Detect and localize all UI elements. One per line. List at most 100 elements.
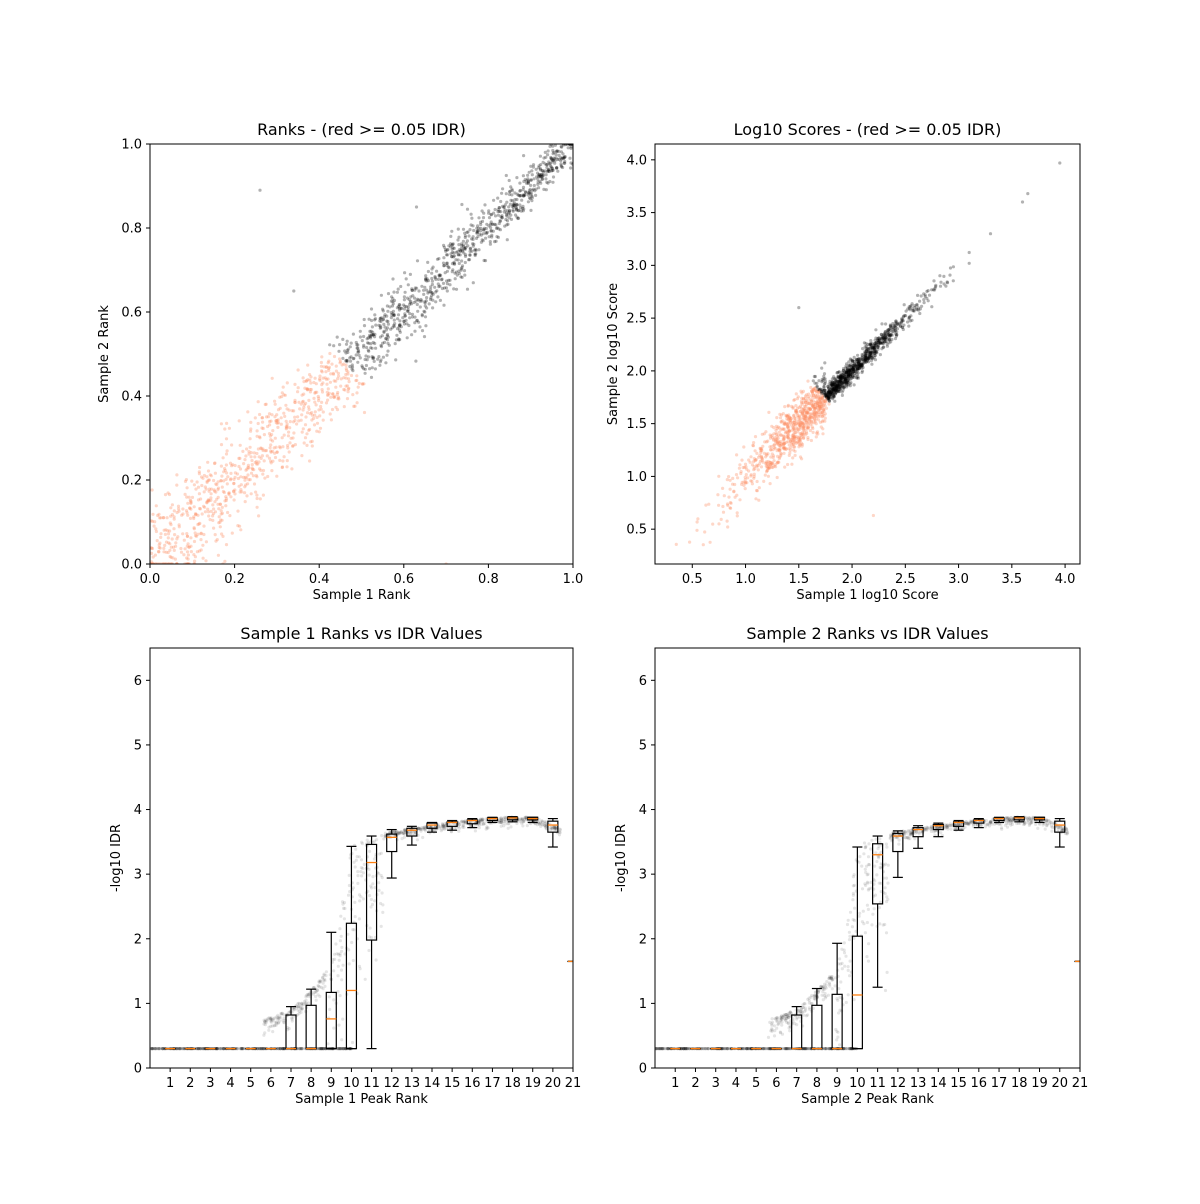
data-point [470,217,473,220]
data-point [416,310,419,313]
data-point [313,414,316,417]
data-point [203,490,206,493]
data-point [474,252,477,255]
data-point [799,390,802,393]
y-axis-label: Sample 2 Rank [97,305,112,403]
data-point [942,275,945,278]
data-point [556,150,559,153]
data-point [185,509,188,512]
data-point [875,350,878,353]
data-point [482,822,485,825]
data-point [494,223,497,226]
data-point [946,280,949,283]
data-point [779,440,782,443]
data-point [355,859,358,862]
data-point [512,204,515,207]
data-point [200,532,203,535]
data-point [740,459,743,462]
data-point [364,368,367,371]
data-point [500,821,503,824]
data-point [783,466,786,469]
data-point [424,278,427,281]
data-point [300,1047,303,1050]
data-point [396,291,399,294]
data-point [151,513,154,516]
data-point [354,915,357,918]
axes-frame [150,648,573,1068]
data-point [268,457,271,460]
data-point [831,380,834,383]
data-point [751,463,754,466]
data-point [436,295,439,298]
data-point [198,466,201,469]
data-point [212,479,215,482]
data-point [825,400,828,403]
data-point [380,345,383,348]
x-tick-label: 15 [444,1076,461,1091]
data-point [321,390,324,393]
y-tick-label: 5 [134,738,142,753]
data-point [928,294,931,297]
data-point [467,234,470,237]
data-point [418,325,421,328]
data-point [151,488,154,491]
x-tick-label: 6 [267,1076,275,1091]
data-point [403,322,406,325]
data-point [278,459,281,462]
data-point [704,504,707,507]
data-point [243,458,246,461]
data-point [474,829,477,832]
data-point [205,475,208,478]
data-point [350,374,353,377]
data-point [552,175,555,178]
data-point [717,504,720,507]
data-point [368,334,371,337]
data-point [216,1047,219,1050]
data-point [162,547,165,550]
data-point [470,213,473,216]
data-point [199,497,202,500]
data-point [798,415,801,418]
data-point [885,846,888,849]
data-point [257,514,260,517]
data-point [853,907,856,910]
data-point [347,388,350,391]
data-point [465,242,468,245]
data-point [389,328,392,331]
data-point [274,437,277,440]
data-point [346,340,349,343]
data-point [862,361,865,364]
data-point [324,974,327,977]
data-point [343,901,346,904]
data-point [359,895,362,898]
data-point [846,923,849,926]
data-point [378,364,381,367]
plot-area [149,142,574,565]
data-point [170,546,173,549]
data-point [360,866,363,869]
data-point [768,445,771,448]
data-point [229,478,232,481]
data-point [789,449,792,452]
data-point [847,364,850,367]
data-point [386,304,389,307]
data-point [425,306,428,309]
data-point [853,362,856,365]
data-point [804,417,807,420]
data-point [735,453,738,456]
data-point [376,358,379,361]
data-point [824,392,827,395]
data-point [568,157,571,160]
data-point [204,559,207,562]
data-point [341,1018,344,1021]
data-point [803,409,806,412]
data-point [879,353,882,356]
data-point [156,514,159,517]
data-point [341,357,344,360]
data-point [414,286,417,289]
data-point [440,278,443,281]
data-point [813,417,816,420]
data-point [236,510,239,513]
data-point [278,445,281,448]
